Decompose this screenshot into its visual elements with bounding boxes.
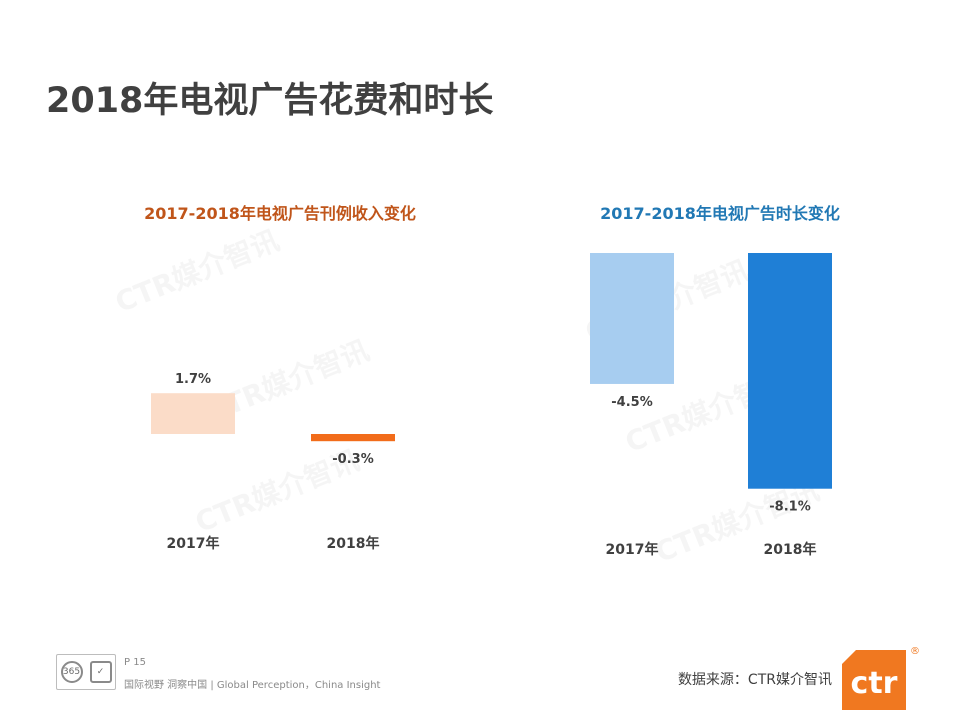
data-source: 数据来源：CTR媒介智讯 — [677, 672, 832, 688]
chart-title-revenue: 2017-2018年电视广告刊例收入变化 — [144, 204, 416, 223]
certification-badges: 365 ✓ — [56, 654, 116, 690]
certification-icon: 365 — [60, 661, 83, 683]
duration-chart-svg: -4.5% 2017年 -8.1% 2018年 — [590, 253, 832, 558]
footer-slogan: 国际视野 洞察中国 | Global Perception，China Insi… — [124, 680, 381, 691]
chart-title-duration: 2017-2018年电视广告时长变化 — [600, 204, 840, 223]
data-label: -0.3% — [332, 452, 373, 467]
bar-2 — [311, 434, 395, 442]
category-label: 2017年 — [606, 541, 659, 558]
revenue-change-chart: 2017-2018年电视广告刊例收入变化 1.7% 2017年 -0.3% 2018年 — [100, 190, 460, 570]
ctr-logo: ctr — [842, 650, 906, 710]
data-label: -8.1% — [769, 500, 810, 515]
category-label: 2018年 — [764, 541, 817, 558]
bar-2 — [748, 253, 832, 489]
registered-mark: ® — [910, 646, 920, 657]
data-label: 1.7% — [175, 372, 211, 387]
duration-change-chart: 2017-2018年电视广告时长变化 -4.5% 2017年 -8.1% 2018年 — [540, 190, 900, 570]
category-label: 2018年 — [327, 535, 380, 552]
bar-1 — [590, 253, 674, 384]
page-title: 2018年电视广告花费和时长 — [46, 81, 494, 121]
category-label: 2017年 — [167, 535, 220, 552]
bar-1 — [151, 393, 235, 434]
quality-seal-icon: ✓ — [89, 661, 112, 683]
revenue-chart-svg: 1.7% 2017年 -0.3% 2018年 — [151, 372, 395, 552]
ctr-logo-shape — [842, 650, 906, 710]
data-label: -4.5% — [611, 395, 652, 410]
page-number: P 15 — [124, 657, 146, 668]
ctr-logo-text: ctr — [851, 666, 898, 701]
